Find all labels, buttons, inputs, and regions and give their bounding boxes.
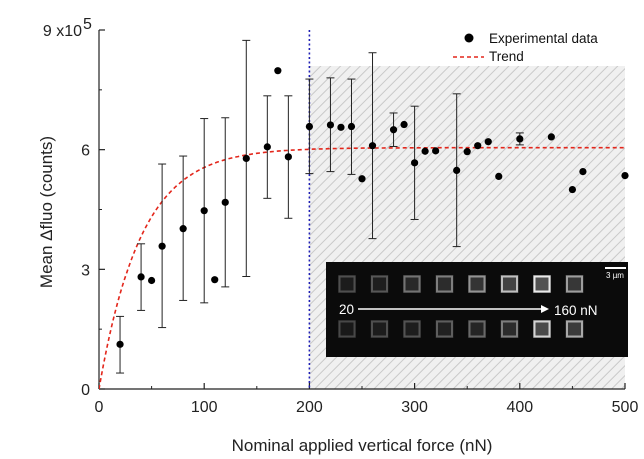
error-bars (116, 39, 629, 374)
x-axis-title: Nominal applied vertical force (nN) (232, 436, 493, 455)
data-point (411, 159, 419, 167)
y-tick-label: 9 x10 (43, 23, 82, 40)
data-point (400, 120, 408, 129)
data-point (284, 153, 292, 161)
data-point (568, 185, 577, 194)
x-tick-label: 100 (191, 399, 218, 416)
data-point (474, 142, 482, 150)
data-point (495, 172, 503, 180)
y-tick-label: 0 (81, 382, 90, 399)
data-point (211, 276, 219, 284)
y-axis-title: Mean Δfluo (counts) (37, 136, 56, 288)
force-start-label: 20 (339, 302, 354, 317)
data-point (579, 168, 587, 176)
data-point (516, 135, 524, 143)
x-tick-label: 300 (401, 399, 428, 416)
inset-tile (370, 320, 389, 338)
inset-tile (533, 275, 551, 293)
inset-tile (338, 320, 356, 338)
inset-tile (403, 275, 421, 293)
inset-tile (468, 275, 486, 293)
y-tick-label: 6 (81, 143, 90, 160)
data-point (368, 142, 377, 150)
force-arrow-head (541, 305, 549, 313)
y-tick-labels: 0 3 6 9 x10 5 (43, 16, 92, 399)
data-point (200, 207, 208, 215)
inset-row-1 (338, 275, 584, 293)
data-point (148, 276, 156, 285)
inset-tile (500, 320, 519, 338)
inset-tile (435, 275, 454, 293)
x-tick-labels: 0 100 200 300 400 500 (95, 399, 639, 416)
legend-marker-experimental (464, 33, 474, 43)
data-point (389, 126, 398, 134)
inset-tile (500, 275, 519, 293)
data-point (358, 175, 366, 183)
inset-tile (533, 320, 551, 338)
force-end-label: 160 nN (554, 303, 598, 318)
data-point (242, 154, 250, 163)
data-point (547, 133, 555, 141)
data-point (305, 122, 313, 131)
inset-tile (403, 320, 421, 338)
x-tick-label: 500 (612, 399, 639, 416)
legend-label-experimental: Experimental data (489, 31, 598, 46)
data-point (137, 273, 145, 281)
inset-row-2 (338, 320, 584, 338)
data-point (484, 138, 492, 146)
data-point (453, 166, 461, 175)
inset-micrograph: 3 µm 20 160 nN (326, 262, 628, 357)
data-point (337, 123, 345, 131)
inset-tile (370, 275, 389, 293)
inset-tile (565, 275, 584, 293)
data-point (158, 242, 166, 250)
data-point (274, 67, 282, 75)
inset-tile (565, 320, 584, 338)
data-point (621, 171, 629, 180)
data-point (421, 147, 429, 155)
inset-tile (435, 320, 454, 338)
data-point (116, 340, 124, 348)
data-point (263, 143, 271, 151)
y-axis-exponent: 5 (83, 16, 92, 33)
inset-tile (468, 320, 486, 338)
scale-bar-label: 3 µm (606, 271, 624, 280)
legend: Experimental data Trend (453, 31, 598, 64)
x-tick-label: 400 (506, 399, 533, 416)
data-point (221, 198, 229, 206)
data-point (432, 147, 440, 155)
inset-tile (338, 275, 356, 293)
x-tick-label: 200 (296, 399, 323, 416)
data-point (179, 225, 187, 233)
x-tick-label: 0 (95, 399, 104, 416)
data-point (347, 122, 356, 131)
legend-label-trend: Trend (489, 49, 524, 64)
y-tick-label: 3 (81, 262, 90, 279)
data-point (326, 121, 335, 129)
trend-line (99, 146, 625, 390)
data-point (463, 148, 471, 156)
